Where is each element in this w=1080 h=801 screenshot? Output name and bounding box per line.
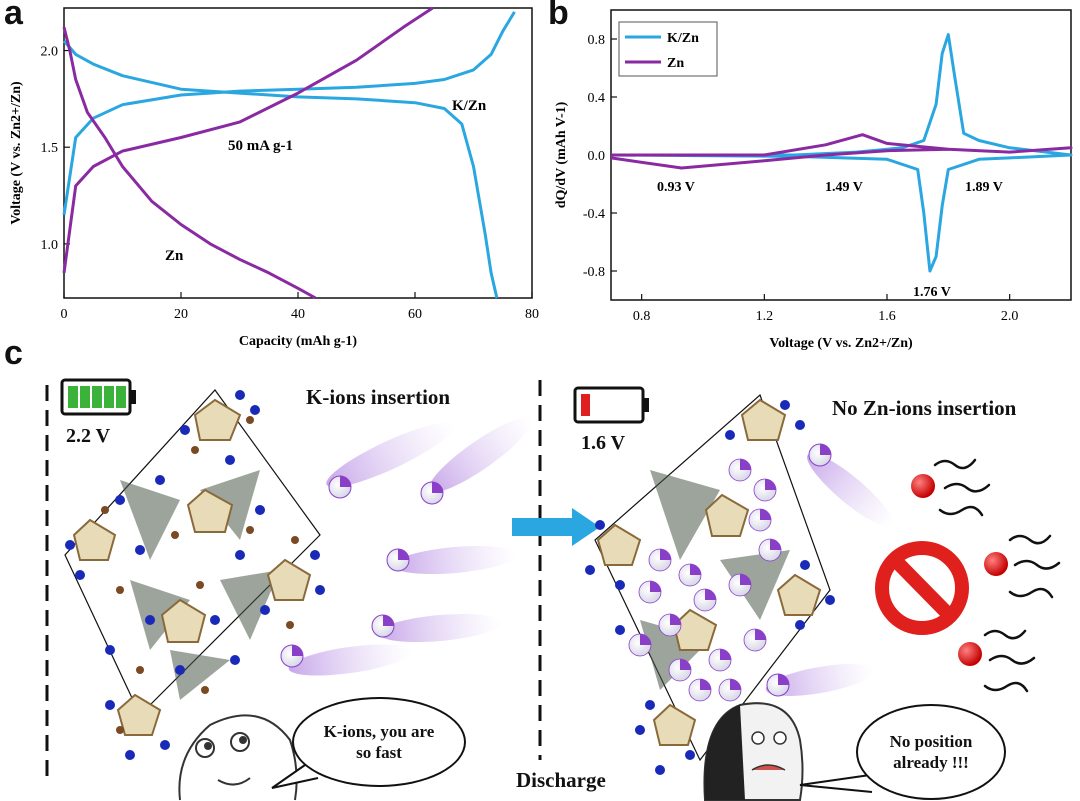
left-title: K-ions insertion: [306, 385, 451, 409]
schematic-c: [45, 378, 1061, 801]
chart-b-legend: K/Zn Zn: [618, 21, 718, 77]
chart-a-yticks: 1.0 1.5 2.0: [41, 45, 70, 253]
chart-a-ylabel: Voltage (V vs. Zn2+/Zn): [9, 81, 24, 225]
battery-low-icon: [573, 386, 649, 424]
chart-a-annot-rate: 50 mA g-1: [228, 138, 293, 154]
chart-a-xlabel: Capacity (mAh g-1): [239, 334, 358, 349]
chart-b-lines: [610, 33, 1073, 273]
y-tick-label: -0.4: [583, 207, 605, 222]
k-ions-flying: [280, 417, 532, 676]
speech-bubble-right: No position already !!!: [856, 704, 1006, 800]
left-voltage-label: 2.2 V: [66, 425, 111, 447]
chart-b-xticks: 0.8 1.2 1.6 2.0: [633, 294, 1018, 324]
series-line-k-zn: [610, 33, 1073, 273]
chart-b-xlabel: Voltage (V vs. Zn2+/Zn): [769, 336, 913, 351]
y-tick-label: 0.4: [588, 91, 606, 106]
happy-face-icon: [178, 714, 298, 801]
chart-b: 0.8 1.2 1.6 2.0 -0.8 -0.4 0.0 0.4 0.8 K/Zn Zn 0…: [554, 9, 1073, 351]
series-line-zn: [610, 133, 1073, 170]
crystal-structure-charged: [64, 389, 325, 760]
chart-b-annot-093: 0.93 V: [657, 180, 695, 195]
chart-b-ylabel: dQ/dV (mAh V-1): [554, 101, 569, 208]
x-tick-label: 0.8: [633, 309, 651, 324]
series-line-zn-charge: [62, 6, 434, 274]
chart-a-xticks: 0 20 40 60 80: [61, 292, 539, 322]
discharge-arrow: [512, 508, 600, 546]
right-title: No Zn-ions insertion: [832, 396, 1017, 420]
panel-label-c: c: [4, 334, 23, 372]
x-tick-label: 0: [61, 307, 68, 322]
chart-a-annot-zn: Zn: [165, 248, 184, 264]
x-tick-label: 1.2: [756, 309, 774, 324]
speech-tail-right: [799, 774, 873, 793]
right-voltage-label: 1.6 V: [581, 432, 626, 454]
sad-face-icon: [703, 702, 804, 801]
chart-a-annot-kzn: K/Zn: [452, 98, 487, 114]
x-tick-label: 80: [525, 307, 539, 322]
y-tick-label: 0.8: [588, 33, 606, 48]
x-tick-label: 1.6: [878, 309, 896, 324]
chart-b-annot-189: 1.89 V: [965, 180, 1003, 195]
x-tick-label: 2.0: [1001, 309, 1019, 324]
y-tick-label: 0.0: [588, 149, 606, 164]
chart-b-yticks: -0.8 -0.4 0.0 0.4 0.8: [583, 33, 617, 280]
chart-b-annot-176: 1.76 V: [913, 285, 951, 300]
zn-motion-lines: [933, 458, 1061, 693]
battery-full-icon: [60, 378, 136, 416]
prohibited-icon: [875, 541, 969, 635]
zn-ions: [911, 474, 1008, 666]
crystal-structure-discharged: [585, 393, 835, 775]
series-line-zn-discharge: [62, 26, 317, 300]
x-tick-label: 60: [408, 307, 422, 322]
x-tick-label: 20: [174, 307, 188, 322]
chart-a-lines: [62, 6, 516, 300]
discharge-label: Discharge: [516, 768, 606, 792]
legend-kzn-label: K/Zn: [667, 31, 699, 46]
y-tick-label: 1.5: [41, 141, 59, 156]
y-tick-label: -0.8: [583, 265, 605, 280]
chart-a: 0 20 40 60 80 1.0 1.5 2.0 K/Zn 50 mA g-1 Zn Ca…: [9, 6, 539, 349]
speech-bubble-left: K-ions, you are so fast: [292, 697, 466, 787]
k-ions-trailing: [765, 443, 893, 697]
x-tick-label: 40: [291, 307, 305, 322]
panel-label-a: a: [4, 0, 23, 32]
speech-tail-left: [271, 764, 319, 789]
legend-zn-label: Zn: [667, 56, 684, 71]
chart-b-annot-149: 1.49 V: [825, 180, 863, 195]
series-line-k-zn-charge: [62, 11, 516, 216]
y-tick-label: 2.0: [41, 45, 59, 60]
speech-text-right: No position already !!!: [889, 731, 973, 772]
chart-a-frame: [63, 7, 533, 299]
panel-label-b: b: [548, 0, 569, 32]
y-tick-label: 1.0: [41, 238, 59, 253]
series-line-k-zn-discharge: [62, 39, 499, 299]
speech-text-left: K-ions, you are so fast: [323, 721, 435, 762]
